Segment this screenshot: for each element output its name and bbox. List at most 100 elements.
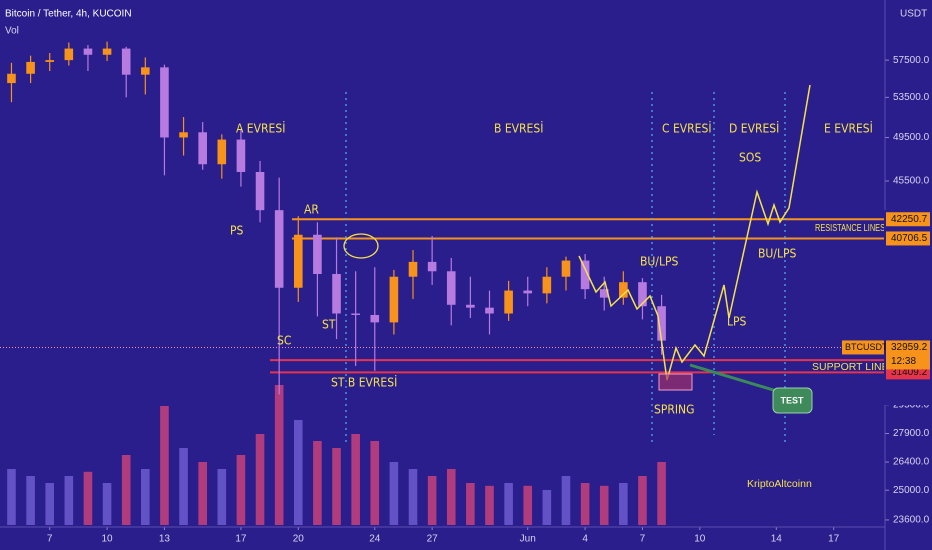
candle-body <box>427 261 437 272</box>
x-tick-label: 7 <box>640 534 646 545</box>
x-tick-label: 17 <box>235 534 247 545</box>
volume-bar <box>64 476 74 525</box>
volume-bar <box>408 469 418 525</box>
symbol-label: BTCUSDT <box>845 342 888 352</box>
x-tick-label: 10 <box>694 534 706 545</box>
annotation: SOS <box>739 151 761 165</box>
volume-bar <box>370 441 380 525</box>
volume-pane <box>7 385 666 525</box>
annotation: TEST <box>780 395 804 405</box>
volume-bar <box>121 455 131 525</box>
candle-body <box>446 271 456 305</box>
volume-bar <box>160 406 169 525</box>
volume-bar <box>45 483 55 525</box>
phase-dividers <box>345 92 786 445</box>
annotation: B EVRESİ <box>494 121 543 136</box>
candle-body <box>504 290 513 314</box>
y-tick-label: 27900.0 <box>893 428 930 439</box>
x-tick-label: 27 <box>427 534 439 545</box>
candle-body <box>274 210 284 288</box>
levels <box>0 218 885 374</box>
x-tick-label: Jun <box>520 534 536 545</box>
annotation: ST <box>322 318 336 332</box>
candle-body <box>45 60 55 62</box>
candle-body <box>466 304 475 308</box>
candle-body <box>198 132 207 165</box>
candle-body <box>542 276 552 294</box>
x-tick-label: 10 <box>102 534 114 545</box>
x-tick-label: 13 <box>159 534 171 545</box>
chart-title: Bitcoin / Tether, 4h, KUCOIN <box>5 9 132 20</box>
y-tick-label: 53500.0 <box>893 92 930 103</box>
volume-bar <box>561 476 571 525</box>
volume-bar <box>83 471 93 525</box>
annotation: SPRING <box>654 403 695 417</box>
annotation: AR <box>304 203 319 217</box>
annotations: A EVRESİ B EVRESİ C EVRESİ D EVRESİ E EV… <box>230 121 896 490</box>
volume-bar <box>523 485 533 525</box>
annotation: ST B EVRESİ <box>331 375 397 390</box>
level-tag <box>886 231 930 246</box>
annotation: PS <box>230 224 244 238</box>
candle-body <box>102 48 112 55</box>
volume-bar <box>427 476 437 525</box>
annotation: BU/LPS <box>758 247 796 261</box>
candles <box>7 41 666 395</box>
volume-bar <box>446 469 456 525</box>
candle-body <box>485 307 494 314</box>
candle-body <box>293 234 303 288</box>
level-label: 42250.7 <box>891 214 928 225</box>
y-tick-label: 26400.0 <box>893 457 930 468</box>
x-tick-label: 20 <box>293 534 305 545</box>
price-tag <box>886 340 930 370</box>
highlight-ellipse <box>343 233 379 259</box>
volume-bar <box>7 469 16 525</box>
volume-bar <box>485 485 494 525</box>
volume-bar <box>638 476 647 525</box>
candle-body <box>160 67 169 138</box>
volume-bar <box>313 441 322 525</box>
candle-body <box>599 289 609 298</box>
candle-body <box>332 273 341 314</box>
test-callout <box>772 387 813 414</box>
y-tick-label: 49500.0 <box>893 132 930 143</box>
x-tick-label: 24 <box>369 534 381 545</box>
volume-bar <box>542 490 552 525</box>
annotation: SC <box>277 334 291 348</box>
volume-bar <box>26 476 35 525</box>
volume-bar <box>657 462 666 525</box>
candle-body <box>121 48 131 75</box>
price-tags: 42250.740706.532158.031409.2BTCUSDT32959… <box>842 212 930 380</box>
candle-body <box>7 73 16 84</box>
volume-label: Vol <box>5 26 19 37</box>
level-label: 40706.5 <box>891 233 928 244</box>
candle-body <box>657 306 666 341</box>
volume-bar <box>236 455 246 525</box>
countdown-label: 12:38 <box>891 356 916 367</box>
candle-body <box>64 48 74 61</box>
candle-body <box>389 276 399 323</box>
annotation: C EVRESİ <box>662 121 712 136</box>
x-tick-label: 14 <box>771 534 783 545</box>
callout-pointer <box>689 363 781 394</box>
candle-body <box>523 290 533 294</box>
candle-body <box>26 61 35 74</box>
annotation: KriptoAltcoinn <box>747 478 812 490</box>
candle-body <box>141 67 150 75</box>
annotation: RESISTANCE LINES <box>815 222 885 234</box>
volume-bar <box>619 483 628 525</box>
annotation: A EVRESİ <box>236 121 285 136</box>
volume-bar <box>599 485 609 525</box>
candle-body <box>619 282 628 298</box>
y-tick-label: 45500.0 <box>893 176 930 187</box>
y-tick-label: 25000.0 <box>893 485 930 496</box>
volume-bar <box>389 462 399 525</box>
candle-body <box>217 139 227 165</box>
volume-bar <box>198 462 207 525</box>
annotation: BU/LPS <box>640 255 678 269</box>
candle-body <box>638 282 647 307</box>
projection-path <box>578 84 811 381</box>
candle-body <box>236 139 246 172</box>
